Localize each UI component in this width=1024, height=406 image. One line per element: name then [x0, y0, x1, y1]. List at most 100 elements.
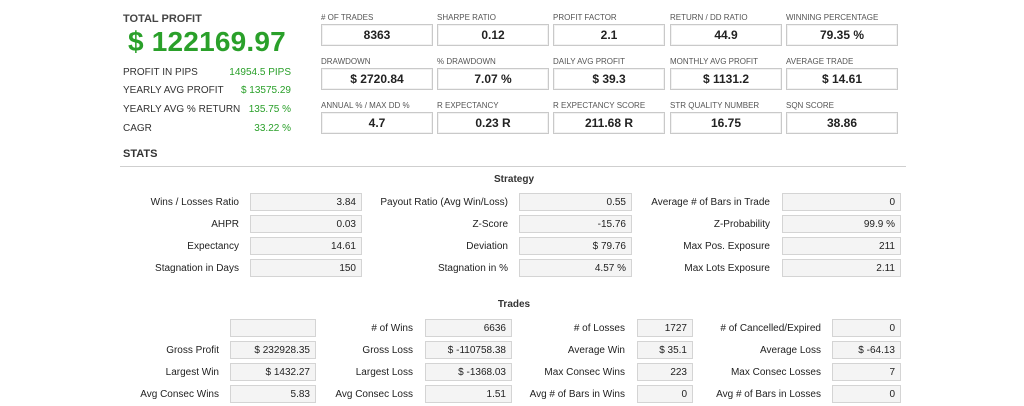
summary-value: 135.75 % [248, 104, 291, 115]
summary-label: CAGR [123, 123, 152, 134]
trades-title: Trades [497, 299, 531, 310]
stats-title: STATS [123, 148, 158, 160]
metric-value: $ 1131.2 [670, 68, 782, 90]
metric-label: DAILY AVG PROFIT [553, 57, 626, 66]
metric-label: ANNUAL % / MAX DD % [321, 101, 410, 110]
strategy-value: 3.84 [250, 193, 362, 211]
trades-value: $ -1368.03 [425, 363, 512, 381]
trades-label: Average Win [567, 345, 625, 356]
trades-label: Avg Consec Wins [140, 389, 219, 400]
strategy-value: 0.03 [250, 215, 362, 233]
summary-value: 14954.5 PIPS [229, 67, 291, 78]
strategy-value: 14.61 [250, 237, 362, 255]
metric-label: STR QUALITY NUMBER [670, 101, 760, 110]
strategy-title: Strategy [493, 174, 534, 185]
strategy-value: 0 [782, 193, 901, 211]
strategy-label: Wins / Losses Ratio [150, 197, 239, 208]
strategy-value: 150 [250, 259, 362, 277]
metric-value: 8363 [321, 24, 433, 46]
trades-label: # of Wins [371, 323, 413, 334]
metric-value: 7.07 % [437, 68, 549, 90]
metric-label: SQN SCORE [786, 101, 835, 110]
trades-label: Avg # of Bars in Losses [716, 389, 821, 400]
trades-label: Largest Win [165, 367, 219, 378]
trades-value: 0 [832, 385, 901, 403]
strategy-label: Expectancy [187, 241, 239, 252]
trades-value: 1727 [637, 319, 693, 337]
trades-value: $ -64.13 [832, 341, 901, 359]
metric-label: RETURN / DD RATIO [670, 13, 748, 22]
metric-value: $ 14.61 [786, 68, 898, 90]
metric-label: SHARPE RATIO [437, 13, 496, 22]
metric-value: 0.23 R [437, 112, 549, 134]
metric-label: AVERAGE TRADE [786, 57, 854, 66]
trades-value: $ 1432.27 [230, 363, 316, 381]
total-profit-label: TOTAL PROFIT [123, 13, 202, 25]
summary-row-profit-pips: PROFIT IN PIPS 14954.5 PIPS [123, 67, 291, 78]
metric-value: 79.35 % [786, 24, 898, 46]
trades-value: 1.51 [425, 385, 512, 403]
trades-label: # of Losses [573, 323, 625, 334]
strategy-value: -15.76 [519, 215, 632, 233]
trades-value-empty [230, 319, 316, 337]
summary-row-yearly-avg-profit: YEARLY AVG PROFIT $ 13575.29 [123, 85, 291, 96]
trades-label: Gross Loss [362, 345, 413, 356]
strategy-value: 99.9 % [782, 215, 901, 233]
strategy-label: Z-Score [472, 219, 508, 230]
trades-label: Largest Loss [355, 367, 413, 378]
trades-value: 0 [832, 319, 901, 337]
metric-label: MONTHLY AVG PROFIT [670, 57, 759, 66]
metric-value: 211.68 R [553, 112, 665, 134]
trades-label: Average Loss [760, 345, 821, 356]
strategy-value: 4.57 % [519, 259, 632, 277]
trades-value: 7 [832, 363, 901, 381]
trades-value: $ -110758.38 [425, 341, 512, 359]
metric-value: 0.12 [437, 24, 549, 46]
metric-value: 16.75 [670, 112, 782, 134]
strategy-label: Payout Ratio (Avg Win/Loss) [380, 197, 508, 208]
trades-label: Avg Consec Loss [335, 389, 413, 400]
trades-label: Avg # of Bars in Wins [529, 389, 625, 400]
summary-value: $ 13575.29 [240, 85, 291, 96]
trades-label: Max Consec Losses [730, 367, 821, 378]
trades-value: 6636 [425, 319, 512, 337]
metric-label: R EXPECTANCY SCORE [553, 101, 646, 110]
trades-value: $ 35.1 [637, 341, 693, 359]
metric-label: % DRAWDOWN [437, 57, 496, 66]
metric-value: 4.7 [321, 112, 433, 134]
strategy-label: Max Lots Exposure [684, 263, 770, 274]
strategy-value: $ 79.76 [519, 237, 632, 255]
strategy-value: 2.11 [782, 259, 901, 277]
summary-row-cagr: CAGR 33.22 % [123, 123, 291, 134]
trades-label: Gross Profit [166, 345, 219, 356]
trades-value: 0 [637, 385, 693, 403]
strategy-label: Stagnation in % [437, 263, 508, 274]
trades-value: $ 232928.35 [230, 341, 316, 359]
strategy-label: Average # of Bars in Trade [651, 197, 770, 208]
summary-label: YEARLY AVG % RETURN [123, 104, 241, 115]
trades-label: Max Consec Wins [544, 367, 625, 378]
total-profit-value: $ 122169.97 [128, 26, 286, 57]
metric-value: 44.9 [670, 24, 782, 46]
metric-label: R EXPECTANCY [437, 101, 499, 110]
summary-label: PROFIT IN PIPS [123, 67, 198, 78]
summary-row-yearly-avg-return: YEARLY AVG % RETURN 135.75 % [123, 104, 291, 115]
metric-label: # OF TRADES [321, 13, 374, 22]
trades-value: 223 [637, 363, 693, 381]
metric-label: WINNING PERCENTAGE [786, 13, 879, 22]
metric-value: $ 2720.84 [321, 68, 433, 90]
strategy-label: Deviation [466, 241, 508, 252]
metric-label: DRAWDOWN [321, 57, 371, 66]
metric-value: 38.86 [786, 112, 898, 134]
metric-value: 2.1 [553, 24, 665, 46]
strategy-label: Z-Probability [713, 219, 770, 230]
strategy-value: 211 [782, 237, 901, 255]
metric-label: PROFIT FACTOR [553, 13, 617, 22]
strategy-label: AHPR [211, 219, 239, 230]
trades-label: # of Cancelled/Expired [720, 323, 821, 334]
metric-value: $ 39.3 [553, 68, 665, 90]
strategy-label: Max Pos. Exposure [683, 241, 770, 252]
trades-value: 5.83 [230, 385, 316, 403]
summary-value: 33.22 % [254, 123, 291, 134]
strategy-value: 0.55 [519, 193, 632, 211]
